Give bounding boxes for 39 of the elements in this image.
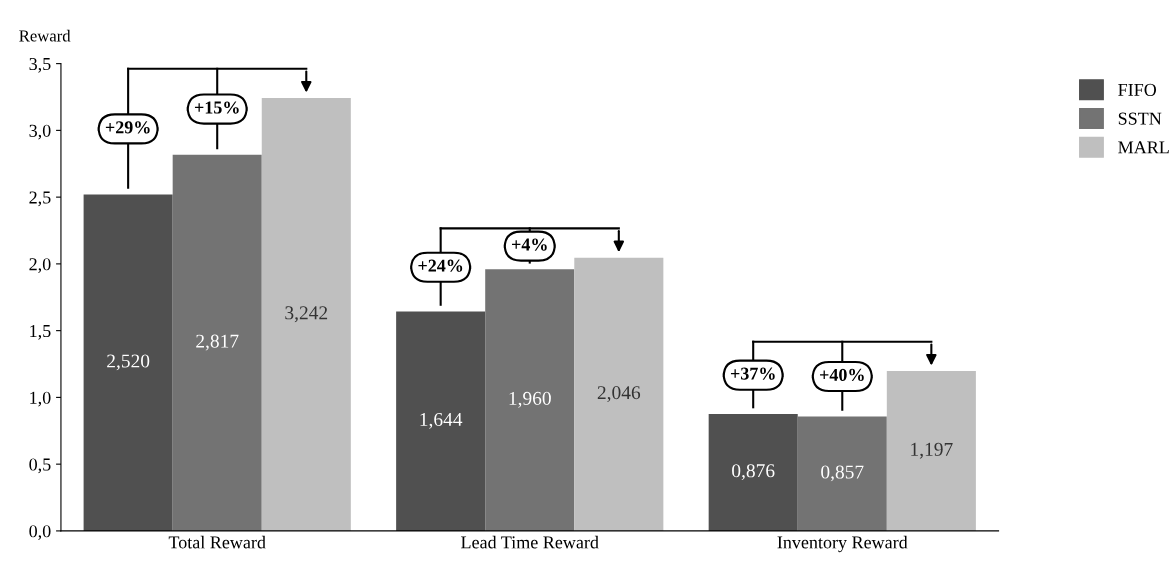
- x-tick-label: Inventory Reward: [777, 535, 908, 553]
- annotation: +24%: [418, 259, 463, 272]
- y-tick-label: 2,0: [29, 258, 51, 273]
- data-label: 0,876: [732, 464, 775, 481]
- bar: [708, 413, 798, 531]
- y-tick-label: 0,5: [29, 458, 51, 474]
- bar: [886, 371, 976, 531]
- y-tick-label: 3,0: [29, 124, 51, 140]
- bar: [172, 154, 262, 531]
- x-tick-label: Total Reward: [168, 535, 266, 549]
- data-label: 1,960: [509, 391, 551, 408]
- data-label: 2,046: [597, 386, 641, 402]
- data-label: 2,520: [107, 354, 150, 371]
- y-tick-label: 1,0: [30, 391, 51, 407]
- annotation: +37%: [730, 367, 775, 380]
- data-label: 2,817: [196, 334, 239, 351]
- bar: [574, 257, 664, 531]
- data-label: 1,644: [420, 412, 463, 429]
- y-axis-title: Reward: [19, 29, 71, 42]
- data-label: 3,242: [285, 306, 328, 323]
- bar: [83, 194, 173, 531]
- annotation: +15%: [194, 101, 239, 114]
- y-tick-label: 1,5: [30, 324, 51, 340]
- bar: [261, 98, 351, 531]
- legend-label: FIFO: [1118, 83, 1157, 96]
- annotation: +29%: [105, 121, 150, 134]
- annotation: +4%: [512, 238, 547, 251]
- y-tick-label: 2,5: [29, 191, 51, 207]
- legend-label: SSTN: [1118, 112, 1162, 125]
- legend-label: MARL: [1118, 141, 1169, 154]
- bar: [485, 269, 575, 531]
- x-tick-label: Lead Time Reward: [461, 535, 599, 549]
- bar: [396, 311, 486, 531]
- data-label: 1,197: [911, 442, 953, 459]
- y-tick-label: 3,5: [29, 57, 51, 73]
- bar: [797, 416, 887, 531]
- data-label: 0,857: [821, 465, 864, 482]
- y-tick-label: 0,0: [29, 525, 51, 540]
- annotation: +40%: [820, 368, 864, 382]
